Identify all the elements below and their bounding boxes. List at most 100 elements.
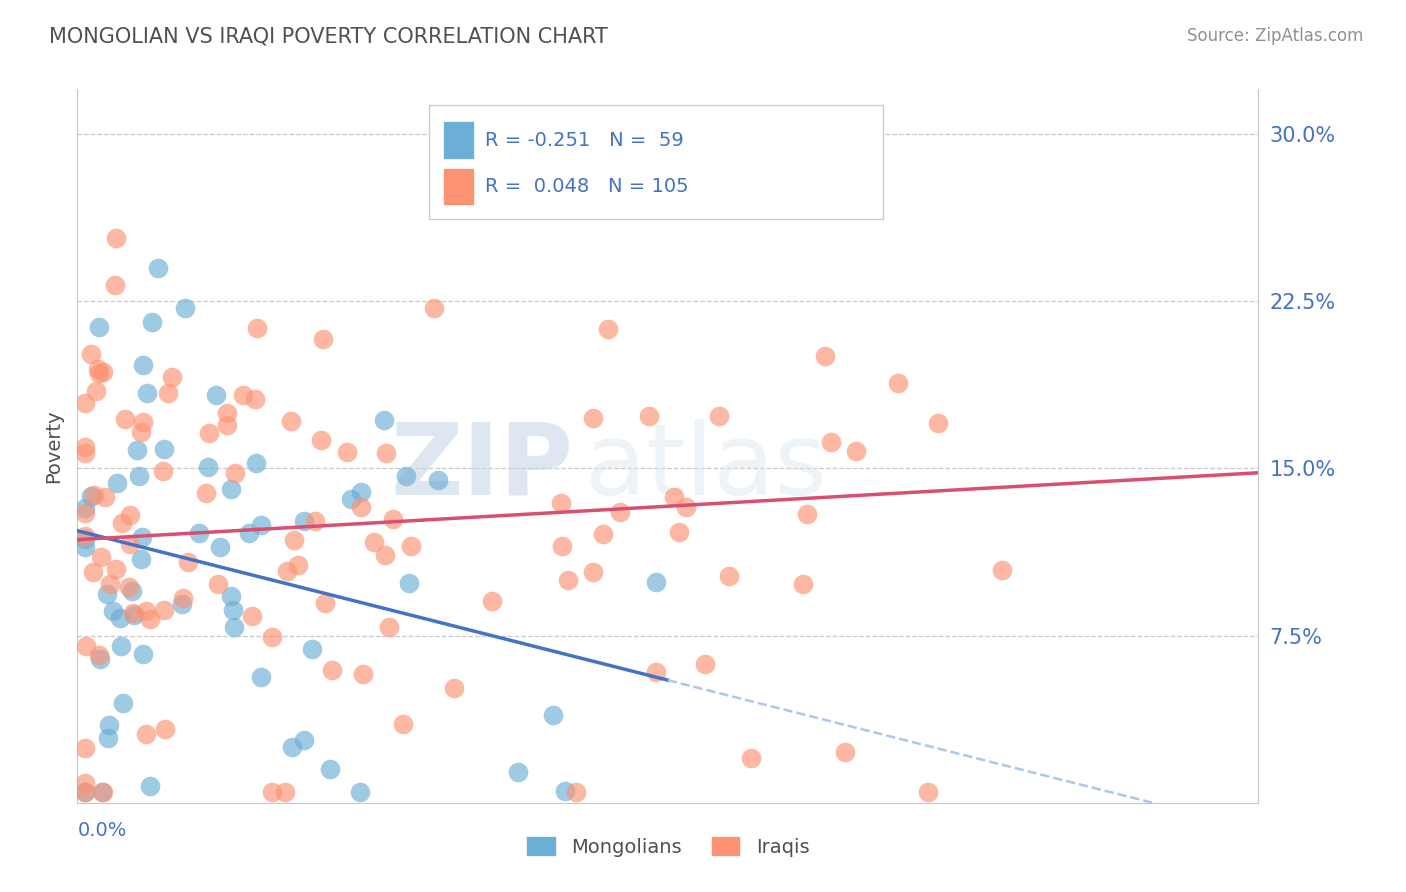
Point bbox=[104, 562, 127, 576]
Point bbox=[105, 475, 128, 490]
Point bbox=[96, 586, 118, 600]
Point bbox=[197, 460, 219, 475]
Point bbox=[991, 563, 1014, 577]
Point bbox=[75, 776, 97, 790]
Point bbox=[91, 785, 114, 799]
Point bbox=[219, 589, 242, 603]
Text: 0.0%: 0.0% bbox=[77, 821, 127, 839]
Point bbox=[222, 603, 245, 617]
Text: MONGOLIAN VS IRAQI POVERTY CORRELATION CHART: MONGOLIAN VS IRAQI POVERTY CORRELATION C… bbox=[49, 27, 607, 46]
Point bbox=[153, 723, 176, 737]
Point bbox=[294, 733, 316, 747]
Point bbox=[304, 514, 326, 528]
Point bbox=[301, 642, 323, 657]
Point bbox=[129, 552, 152, 566]
Point bbox=[645, 665, 668, 679]
Point bbox=[336, 445, 359, 459]
Point bbox=[243, 392, 266, 406]
Point bbox=[93, 490, 115, 504]
Point bbox=[90, 549, 112, 564]
Point bbox=[80, 490, 103, 504]
Point bbox=[224, 620, 246, 634]
Point bbox=[350, 500, 373, 514]
Point bbox=[160, 370, 183, 384]
Point bbox=[104, 278, 127, 293]
Point bbox=[129, 425, 152, 439]
Point bbox=[314, 596, 336, 610]
Point bbox=[83, 488, 105, 502]
Point bbox=[198, 426, 221, 441]
Point bbox=[120, 508, 142, 523]
Point bbox=[139, 779, 162, 793]
Point bbox=[238, 526, 260, 541]
Point bbox=[481, 594, 503, 608]
Point bbox=[280, 414, 302, 428]
Point bbox=[132, 358, 155, 372]
Point bbox=[398, 575, 420, 590]
Point bbox=[75, 446, 97, 460]
Point bbox=[820, 435, 842, 450]
Point bbox=[391, 717, 413, 731]
Point bbox=[87, 367, 110, 381]
Point bbox=[280, 739, 302, 754]
Point bbox=[79, 347, 101, 361]
Text: atlas: atlas bbox=[585, 419, 827, 516]
Point bbox=[796, 507, 818, 521]
Point bbox=[276, 564, 298, 578]
Point bbox=[262, 630, 284, 644]
Point bbox=[177, 555, 200, 569]
Point bbox=[339, 492, 361, 507]
Point bbox=[125, 443, 148, 458]
Point bbox=[378, 620, 401, 634]
Point bbox=[209, 540, 232, 554]
Point bbox=[596, 322, 619, 336]
Point bbox=[813, 349, 835, 363]
Point bbox=[75, 785, 97, 799]
Point bbox=[374, 446, 396, 460]
Point bbox=[250, 670, 273, 684]
Point bbox=[274, 785, 297, 799]
Point bbox=[349, 785, 371, 799]
Point bbox=[217, 418, 239, 433]
Point bbox=[87, 648, 110, 663]
Point bbox=[120, 537, 142, 551]
Point bbox=[240, 608, 263, 623]
Point bbox=[373, 413, 395, 427]
Point bbox=[582, 565, 605, 579]
Point bbox=[75, 540, 97, 554]
Point bbox=[245, 456, 267, 470]
Point bbox=[426, 473, 449, 487]
Point bbox=[98, 576, 121, 591]
Point bbox=[374, 548, 396, 562]
Point bbox=[792, 576, 814, 591]
Point bbox=[75, 501, 97, 516]
Point bbox=[219, 482, 242, 496]
Point bbox=[132, 647, 155, 661]
Point bbox=[156, 386, 179, 401]
Point bbox=[132, 415, 155, 429]
Point bbox=[224, 467, 246, 481]
Point bbox=[582, 410, 605, 425]
Point bbox=[709, 409, 731, 423]
Point bbox=[141, 316, 163, 330]
Point bbox=[508, 765, 530, 780]
Point bbox=[204, 388, 226, 402]
Point bbox=[146, 260, 169, 275]
Point bbox=[122, 606, 145, 620]
Point bbox=[110, 639, 132, 653]
Point bbox=[352, 667, 374, 681]
Point bbox=[170, 597, 193, 611]
Y-axis label: Poverty: Poverty bbox=[45, 409, 63, 483]
Point bbox=[135, 727, 157, 741]
Point bbox=[152, 464, 174, 478]
Point bbox=[423, 301, 446, 315]
Point bbox=[443, 681, 465, 696]
Point bbox=[75, 529, 97, 543]
Point bbox=[283, 533, 305, 548]
Text: R = -0.251   N =  59: R = -0.251 N = 59 bbox=[485, 131, 683, 150]
Point bbox=[363, 535, 385, 549]
Point bbox=[75, 440, 97, 454]
Point bbox=[128, 469, 150, 483]
Point bbox=[292, 514, 315, 528]
Point bbox=[834, 745, 856, 759]
